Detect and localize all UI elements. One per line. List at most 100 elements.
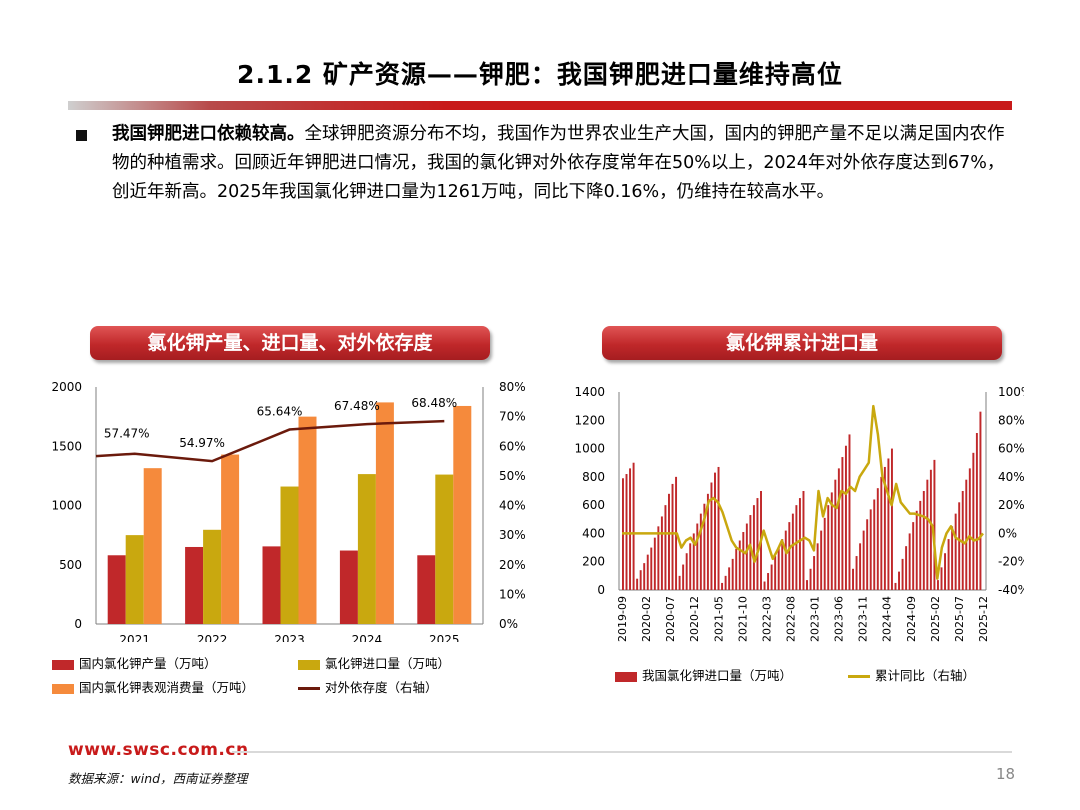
chart2-x-tick-label: 2025-07 <box>953 596 966 642</box>
chart2-y2-tick-label: 80% <box>998 413 1024 427</box>
legend-label-production: 国内氯化钾产量（万吨） <box>79 656 217 671</box>
chart2-x-tick-label: 2024-09 <box>905 596 918 642</box>
chart2-bar-monthly-imports <box>961 491 964 590</box>
chart2-y-tick-label: 1400 <box>574 385 605 399</box>
chart1-y-tick-label: 1000 <box>51 499 82 513</box>
chart2-title-banner: 氯化钾累计进口量 <box>602 326 1002 360</box>
chart1-legend-consumption: 国内氯化钾表观消费量（万吨） <box>52 677 254 696</box>
chart2-bar-monthly-imports <box>866 519 869 590</box>
chart2-kcl-cumulative-imports: 0 200 400 600 800 1000 1200 1400 -40% -20% 0% 20% 40… <box>574 385 1024 642</box>
chart2-bar-monthly-imports <box>933 459 936 590</box>
chart1-dependence-data-label: 67.48% <box>334 399 380 413</box>
legend-swatch-imports <box>298 659 320 670</box>
chart2-bar-monthly-imports <box>894 582 897 590</box>
chart2-bar-monthly-imports <box>936 580 939 590</box>
chart2-bar-monthly-imports <box>668 493 670 590</box>
chart2-bar-monthly-imports <box>954 513 957 590</box>
chart2-bar-monthly-imports <box>639 570 642 590</box>
chart2-bar-monthly-imports <box>699 513 702 590</box>
chart2-bar-monthly-imports <box>876 488 879 590</box>
chart2-bar-monthly-imports <box>653 537 656 590</box>
chart1-title-banner: 氯化钾产量、进口量、对外依存度 <box>90 326 490 360</box>
chart2-bar-monthly-imports <box>975 433 978 590</box>
page-title: 2.1.2 矿产资源——钾肥：我国钾肥进口量维持高位 <box>237 60 843 89</box>
chart2-x-tick-label: 2025-02 <box>929 596 942 642</box>
chart1-x-tick-label: 2025 <box>429 633 460 642</box>
chart2-bar-monthly-imports <box>841 457 844 590</box>
chart2-bar-monthly-imports <box>922 491 925 590</box>
chart2-bar-monthly-imports <box>869 509 872 590</box>
chart2-y-tick-label: 600 <box>582 498 605 512</box>
chart2-bar-monthly-imports <box>692 533 695 590</box>
chart2-bar-monthly-imports <box>738 540 741 590</box>
chart2-y-tick-label: 1000 <box>574 442 605 456</box>
footer-url: www.swsc.com.cn <box>68 740 249 760</box>
chart2-bar-monthly-imports <box>706 493 709 590</box>
chart2-bar-monthly-imports <box>901 558 904 590</box>
chart2-bar-monthly-imports <box>742 532 745 590</box>
chart2-bar-monthly-imports <box>770 564 773 590</box>
chart2-bar-monthly-imports <box>721 582 724 590</box>
legend-swatch-production <box>52 659 74 670</box>
chart2-bar-monthly-imports <box>646 554 649 590</box>
chart2-bar-monthly-imports <box>671 483 674 590</box>
chart2-bar-monthly-imports <box>749 515 752 590</box>
chart1-legend-dependence: 对外依存度（右轴） <box>298 677 438 696</box>
chart2-bar-monthly-imports <box>682 564 685 590</box>
chart2-bar-monthly-imports <box>664 505 667 590</box>
chart2-bar-monthly-imports <box>905 546 908 590</box>
chart2-bar-monthly-imports <box>806 580 808 590</box>
chart1-y2-tick-label: 30% <box>499 528 526 542</box>
chart1-bar-imports <box>203 529 222 624</box>
chart1-y-tick-label: 2000 <box>51 380 82 394</box>
chart2-x-tick-label: 2019-09 <box>616 596 629 642</box>
chart2-bar-monthly-imports <box>774 556 777 590</box>
chart2-bar-monthly-imports <box>784 530 787 590</box>
chart2-bar-monthly-imports <box>650 547 653 590</box>
chart2-bar-monthly-imports <box>643 563 646 590</box>
chart2-bar-monthly-imports <box>636 578 639 590</box>
chart2-y2-tick-label: 0% <box>998 526 1017 540</box>
chart1-bar-imports <box>435 474 454 624</box>
chart1-bar-production <box>107 555 126 624</box>
chart2-bar-monthly-imports <box>873 499 876 590</box>
chart2-x-tick-label: 2023-11 <box>857 596 870 642</box>
chart2-bar-monthly-imports <box>834 479 837 590</box>
chart2-bar-monthly-imports <box>912 522 915 590</box>
chart2-bar-monthly-imports <box>767 573 770 590</box>
chart2-y2-tick-label: -20% <box>998 555 1024 569</box>
chart2-bar-monthly-imports <box>731 558 734 590</box>
chart1-y-tick-label: 0 <box>74 617 82 631</box>
chart2-y-tick-label: 400 <box>582 526 605 540</box>
chart2-bar-monthly-imports <box>745 523 748 590</box>
chart2-bar-monthly-imports <box>728 567 731 590</box>
legend-label-yoy: 累计同比（右轴） <box>875 668 976 683</box>
chart2-bar-monthly-imports <box>689 543 692 590</box>
legend-label-monthly-imports: 我国氯化钾进口量（万吨） <box>642 668 793 683</box>
legend-swatch-consumption <box>52 683 74 694</box>
chart2-bar-monthly-imports <box>724 575 727 590</box>
chart2-bar-monthly-imports <box>919 500 922 590</box>
chart2-bar-monthly-imports <box>798 498 801 590</box>
chart2-bar-monthly-imports <box>788 522 791 590</box>
chart1-x-tick-label: 2021 <box>119 633 150 642</box>
chart2-y-tick-label: 1200 <box>574 413 605 427</box>
chart2-bar-monthly-imports <box>791 513 794 590</box>
chart2-x-tick-label: 2022-03 <box>760 596 773 642</box>
chart1-dependence-data-label: 57.47% <box>104 427 150 441</box>
chart1-y2-tick-label: 10% <box>499 587 526 601</box>
chart1-y2-tick-label: 20% <box>499 558 526 572</box>
summary-paragraph: 我国钾肥进口依赖较高。全球钾肥资源分布不均，我国作为世界农业生产大国，国内的钾肥… <box>112 120 1012 207</box>
chart1-bar-production <box>417 555 436 624</box>
paragraph-body: 全球钾肥资源分布不均，我国作为世界农业生产大国，国内的钾肥产量不足以满足国内农作… <box>112 124 1005 202</box>
chart2-bar-monthly-imports <box>717 466 720 590</box>
legend-swatch-yoy <box>848 675 870 678</box>
chart2-bar-monthly-imports <box>802 491 805 590</box>
footer-divider <box>232 751 1012 753</box>
chart2-x-tick-label: 2025-12 <box>977 596 990 642</box>
chart1-bar-production <box>339 550 358 624</box>
chart2-x-tick-label: 2020-12 <box>688 596 701 642</box>
chart2-bar-monthly-imports <box>710 482 713 590</box>
chart2-bar-monthly-imports <box>756 498 759 590</box>
chart1-bar-imports <box>125 535 144 624</box>
